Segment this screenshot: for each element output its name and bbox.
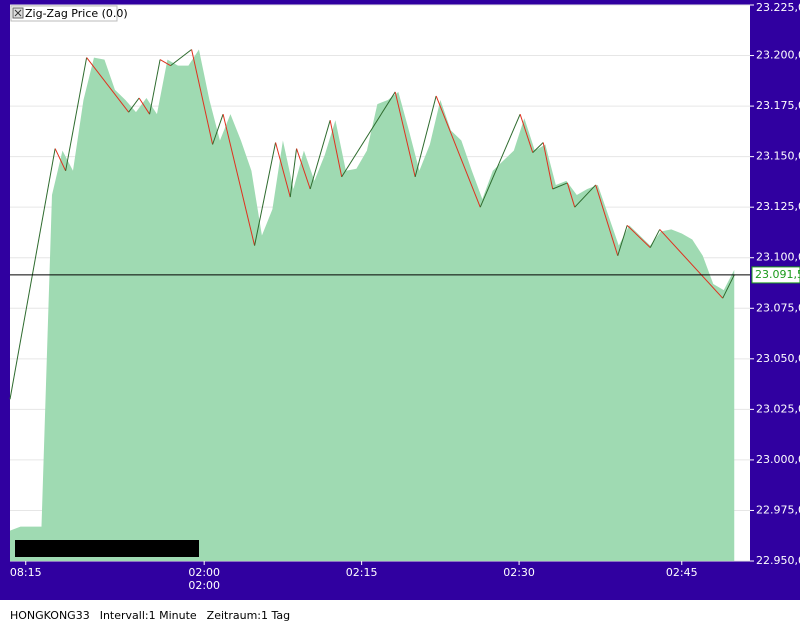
zigzag-segment <box>138 97 151 115</box>
zigzag-segment <box>9 148 56 400</box>
zigzag-segment <box>54 148 67 172</box>
legend-check <box>14 9 22 17</box>
zigzag-segment <box>212 114 224 145</box>
legend-bg <box>10 5 118 22</box>
zigzag-segment <box>595 184 619 256</box>
y-tick-label: 23.225,0 <box>756 1 800 14</box>
zigzag-segment <box>86 57 130 113</box>
zigzag-segment <box>296 148 311 190</box>
footer-text: HONGKONG33 <box>10 609 90 622</box>
y-tick-label: 22.975,0 <box>756 503 800 516</box>
y-tick-label: 23.175,0 <box>756 99 800 112</box>
zigzag-segment <box>566 182 576 208</box>
zigzag-segment <box>394 91 416 177</box>
y-tick-label: 23.100,0 <box>756 251 800 264</box>
x-tick-sublabel: 02:00 <box>188 579 220 592</box>
zigzag-segment <box>519 114 534 153</box>
zigzag-segment <box>254 142 277 246</box>
last-price-box <box>751 266 800 284</box>
y-tick-label: 23.075,0 <box>756 301 800 314</box>
zigzag-segment <box>617 225 628 256</box>
x-tick-label: 02:00 <box>188 566 220 579</box>
zigzag-segment <box>341 91 396 178</box>
redaction <box>15 540 199 557</box>
y-tick-label: 23.150,0 <box>756 150 800 163</box>
y-tick-label: 23.125,0 <box>756 200 800 213</box>
x-tick-label: 02:45 <box>666 566 698 579</box>
x-tick-label: 08:15 <box>10 566 42 579</box>
footer-text: Zeitraum:1 Tag <box>207 609 290 622</box>
price-area <box>10 49 735 561</box>
legend-text: Zig-Zag Price (0.0) <box>25 7 128 20</box>
footer-text: Intervall:1 Minute <box>100 609 197 622</box>
zigzag-segment <box>170 49 192 67</box>
zigzag-segment <box>659 229 724 299</box>
y-tick-label: 23.025,0 <box>756 402 800 415</box>
zigzag-segment <box>574 184 597 208</box>
zigzag-segment <box>329 120 343 177</box>
zigzag-segment <box>289 148 298 198</box>
zigzag-segment <box>128 97 140 113</box>
x-tick-label: 02:15 <box>346 566 378 579</box>
zigzag-segment <box>309 120 331 190</box>
zigzag-segment <box>222 114 256 246</box>
zigzag-segment <box>159 59 171 67</box>
zigzag-segment <box>722 274 735 299</box>
zigzag-segment <box>149 59 161 115</box>
y-tick-label: 22.950,0 <box>756 554 800 567</box>
zigzag-segment <box>435 95 481 208</box>
zigzag-segment <box>414 95 437 177</box>
zigzag-segment <box>65 57 88 171</box>
y-tick-label: 23.200,0 <box>756 49 800 62</box>
zigzag-segment <box>649 229 661 248</box>
zigzag-segment <box>191 49 214 145</box>
x-tick-label: 02:30 <box>503 566 535 579</box>
y-tick-label: 23.000,0 <box>756 453 800 466</box>
zigzag-segment <box>532 142 544 153</box>
zigzag-segment <box>626 225 651 248</box>
zigzag-segment <box>275 142 291 198</box>
zigzag-segment <box>542 142 554 190</box>
footer-bar <box>0 600 800 625</box>
zigzag-segment <box>479 113 521 208</box>
last-price-label: 23.091,5 <box>755 268 800 281</box>
y-tick-label: 23.050,0 <box>756 352 800 365</box>
zigzag-segment <box>552 182 568 190</box>
